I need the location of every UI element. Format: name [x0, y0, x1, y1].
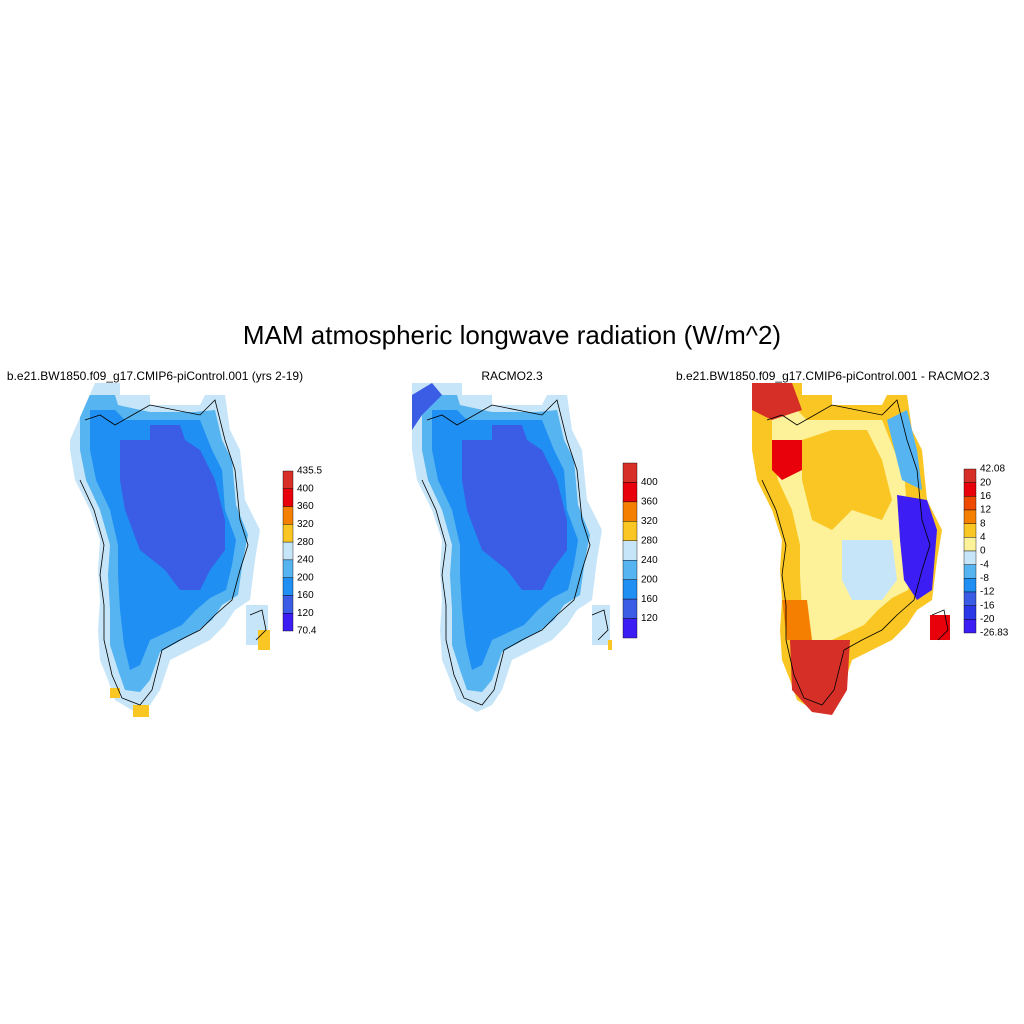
- colorbar-box: [282, 577, 294, 596]
- colorbar-box: [282, 541, 294, 561]
- colorbar-label: 8: [980, 518, 986, 529]
- colorbar-label: 280: [297, 537, 314, 548]
- colorbar-box: [622, 598, 638, 619]
- colorbar-box: [282, 488, 294, 507]
- map-panel: [412, 383, 612, 712]
- colorbar-label: -20: [980, 614, 995, 625]
- colorbar-label: 0: [980, 546, 986, 557]
- colorbar-label: 20: [980, 477, 992, 488]
- colorbar-box: [963, 619, 977, 634]
- colorbar-box: [622, 521, 638, 541]
- colorbar-box: [963, 482, 977, 497]
- colorbar-box: [282, 470, 294, 489]
- colorbar-box: [282, 559, 294, 578]
- colorbar-box: [963, 523, 977, 538]
- colorbar-label: 240: [297, 555, 314, 566]
- colorbar-label: 70.4: [297, 626, 317, 637]
- panel-title: b.e21.BW1850.f09_g17.CMIP6-piControl.001…: [676, 369, 990, 383]
- colorbar-label: 16: [980, 491, 992, 502]
- colorbar-label: 200: [297, 572, 314, 583]
- colorbar-label: -16: [980, 600, 995, 611]
- colorbar-box: [622, 560, 638, 580]
- colorbar-box: [622, 540, 638, 561]
- colorbar-box: [963, 509, 977, 524]
- colorbar-label: -8: [980, 573, 989, 584]
- colorbar-label: 400: [297, 483, 314, 494]
- colorbar-box: [282, 524, 294, 543]
- colorbar-label: 120: [297, 608, 314, 619]
- colorbar-label: 120: [641, 613, 658, 624]
- colorbar-label: 400: [641, 477, 658, 488]
- colorbar-label: 42.08: [980, 464, 1005, 475]
- colorbar-label: 320: [297, 519, 314, 530]
- colorbar-label: 360: [641, 497, 658, 508]
- map-panel: [70, 383, 270, 717]
- colorbar-label: -26.83: [980, 628, 1009, 639]
- colorbar-box: [963, 591, 977, 606]
- colorbar-label: 4: [980, 532, 986, 543]
- colorbar-label: 160: [641, 594, 658, 605]
- colorbar-box: [963, 605, 977, 620]
- colorbar-label: 280: [641, 535, 658, 546]
- colorbar-label: 12: [980, 505, 992, 516]
- colorbar-label: -4: [980, 559, 989, 570]
- colorbar-box: [622, 618, 638, 639]
- colorbar-box: [963, 537, 977, 552]
- colorbar-label: 360: [297, 501, 314, 512]
- colorbar-label: 320: [641, 516, 658, 527]
- colorbar-box: [622, 579, 638, 600]
- colorbar-box: [622, 462, 638, 483]
- colorbar-label: 435.5: [297, 466, 322, 477]
- panel-title: b.e21.BW1850.f09_g17.CMIP6-piControl.001…: [7, 369, 303, 383]
- colorbar-label: -12: [980, 587, 995, 598]
- panel-title: RACMO2.3: [481, 369, 543, 383]
- figure-title: MAM atmospheric longwave radiation (W/m^…: [243, 320, 781, 350]
- colorbar-box: [963, 578, 977, 593]
- colorbar-box: [622, 482, 638, 503]
- colorbar-box: [963, 564, 977, 579]
- colorbar-box: [622, 501, 638, 522]
- colorbar-box: [282, 506, 294, 525]
- colorbar-box: [963, 468, 977, 483]
- map-panel: [752, 383, 950, 715]
- colorbar-box: [282, 595, 294, 614]
- colorbar-box: [963, 550, 977, 565]
- colorbar-label: 200: [641, 574, 658, 585]
- colorbar-label: 240: [641, 555, 658, 566]
- colorbar-box: [282, 613, 294, 632]
- colorbar-label: 160: [297, 590, 314, 601]
- colorbar-box: [963, 496, 977, 511]
